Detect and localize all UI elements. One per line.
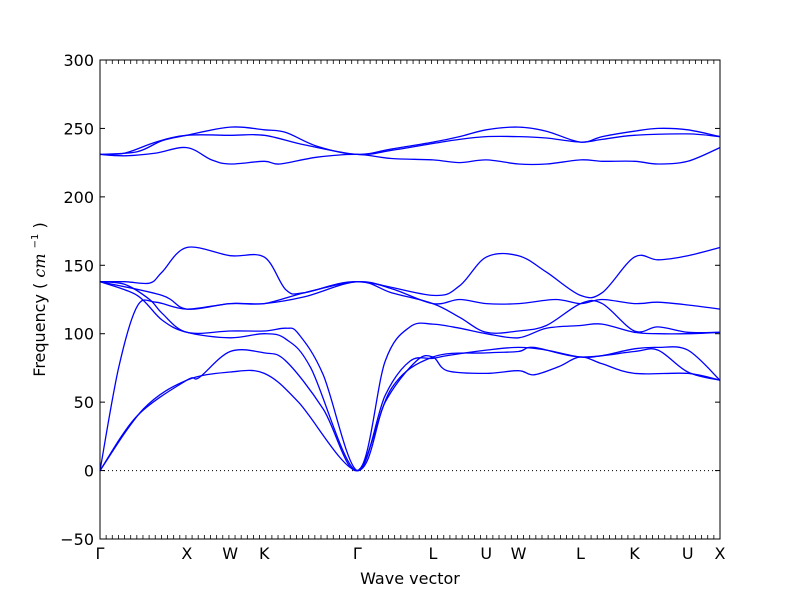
y-axis-label-text: Frequency xyxy=(30,294,49,377)
x-tick-label: U xyxy=(682,544,694,563)
x-tick-label: K xyxy=(259,544,270,563)
band-line xyxy=(99,281,721,472)
y-axis-label-paren-open: ( xyxy=(30,283,49,289)
y-axis-label-paren-close: ) xyxy=(30,222,49,228)
y-axis-label-unit: cm xyxy=(30,253,49,277)
x-tick-label: L xyxy=(576,544,585,563)
band-line xyxy=(99,246,721,299)
series-group xyxy=(99,126,721,472)
y-tick-label: 200 xyxy=(63,188,94,207)
x-tick-label: Γ xyxy=(353,544,362,563)
x-tick-label: W xyxy=(222,544,238,563)
y-axis-label: Frequency ( cm −1 ) xyxy=(23,222,49,376)
y-tick-label: 250 xyxy=(63,119,94,138)
band-line xyxy=(99,281,721,472)
band-line xyxy=(99,133,721,156)
x-tick-label: W xyxy=(511,544,527,563)
y-tick-label: 100 xyxy=(63,325,94,344)
band-line xyxy=(99,354,721,472)
y-tick-label: 50 xyxy=(74,393,94,412)
x-tick-label: K xyxy=(629,544,640,563)
x-tick-label: U xyxy=(480,544,492,563)
y-ticks: −50 0 50 100 150 200 250 300 xyxy=(60,51,720,549)
band-line xyxy=(99,280,721,471)
band-line xyxy=(99,126,721,156)
x-tick-label: L xyxy=(428,544,437,563)
y-tick-label: 150 xyxy=(63,256,94,275)
y-tick-label: 300 xyxy=(63,51,94,70)
band-line xyxy=(99,346,721,472)
y-tick-label: 0 xyxy=(84,462,94,481)
x-tick-label: X xyxy=(715,544,726,563)
x-tick-label: X xyxy=(181,544,192,563)
y-axis-label-exp: −1 xyxy=(30,234,41,249)
plot-frame xyxy=(99,59,721,540)
y-tick-label: −50 xyxy=(60,530,94,549)
band-line xyxy=(99,281,721,334)
x-axis-label: Wave vector xyxy=(360,569,460,588)
band-line xyxy=(99,146,721,166)
x-tick-label: Γ xyxy=(96,544,105,563)
